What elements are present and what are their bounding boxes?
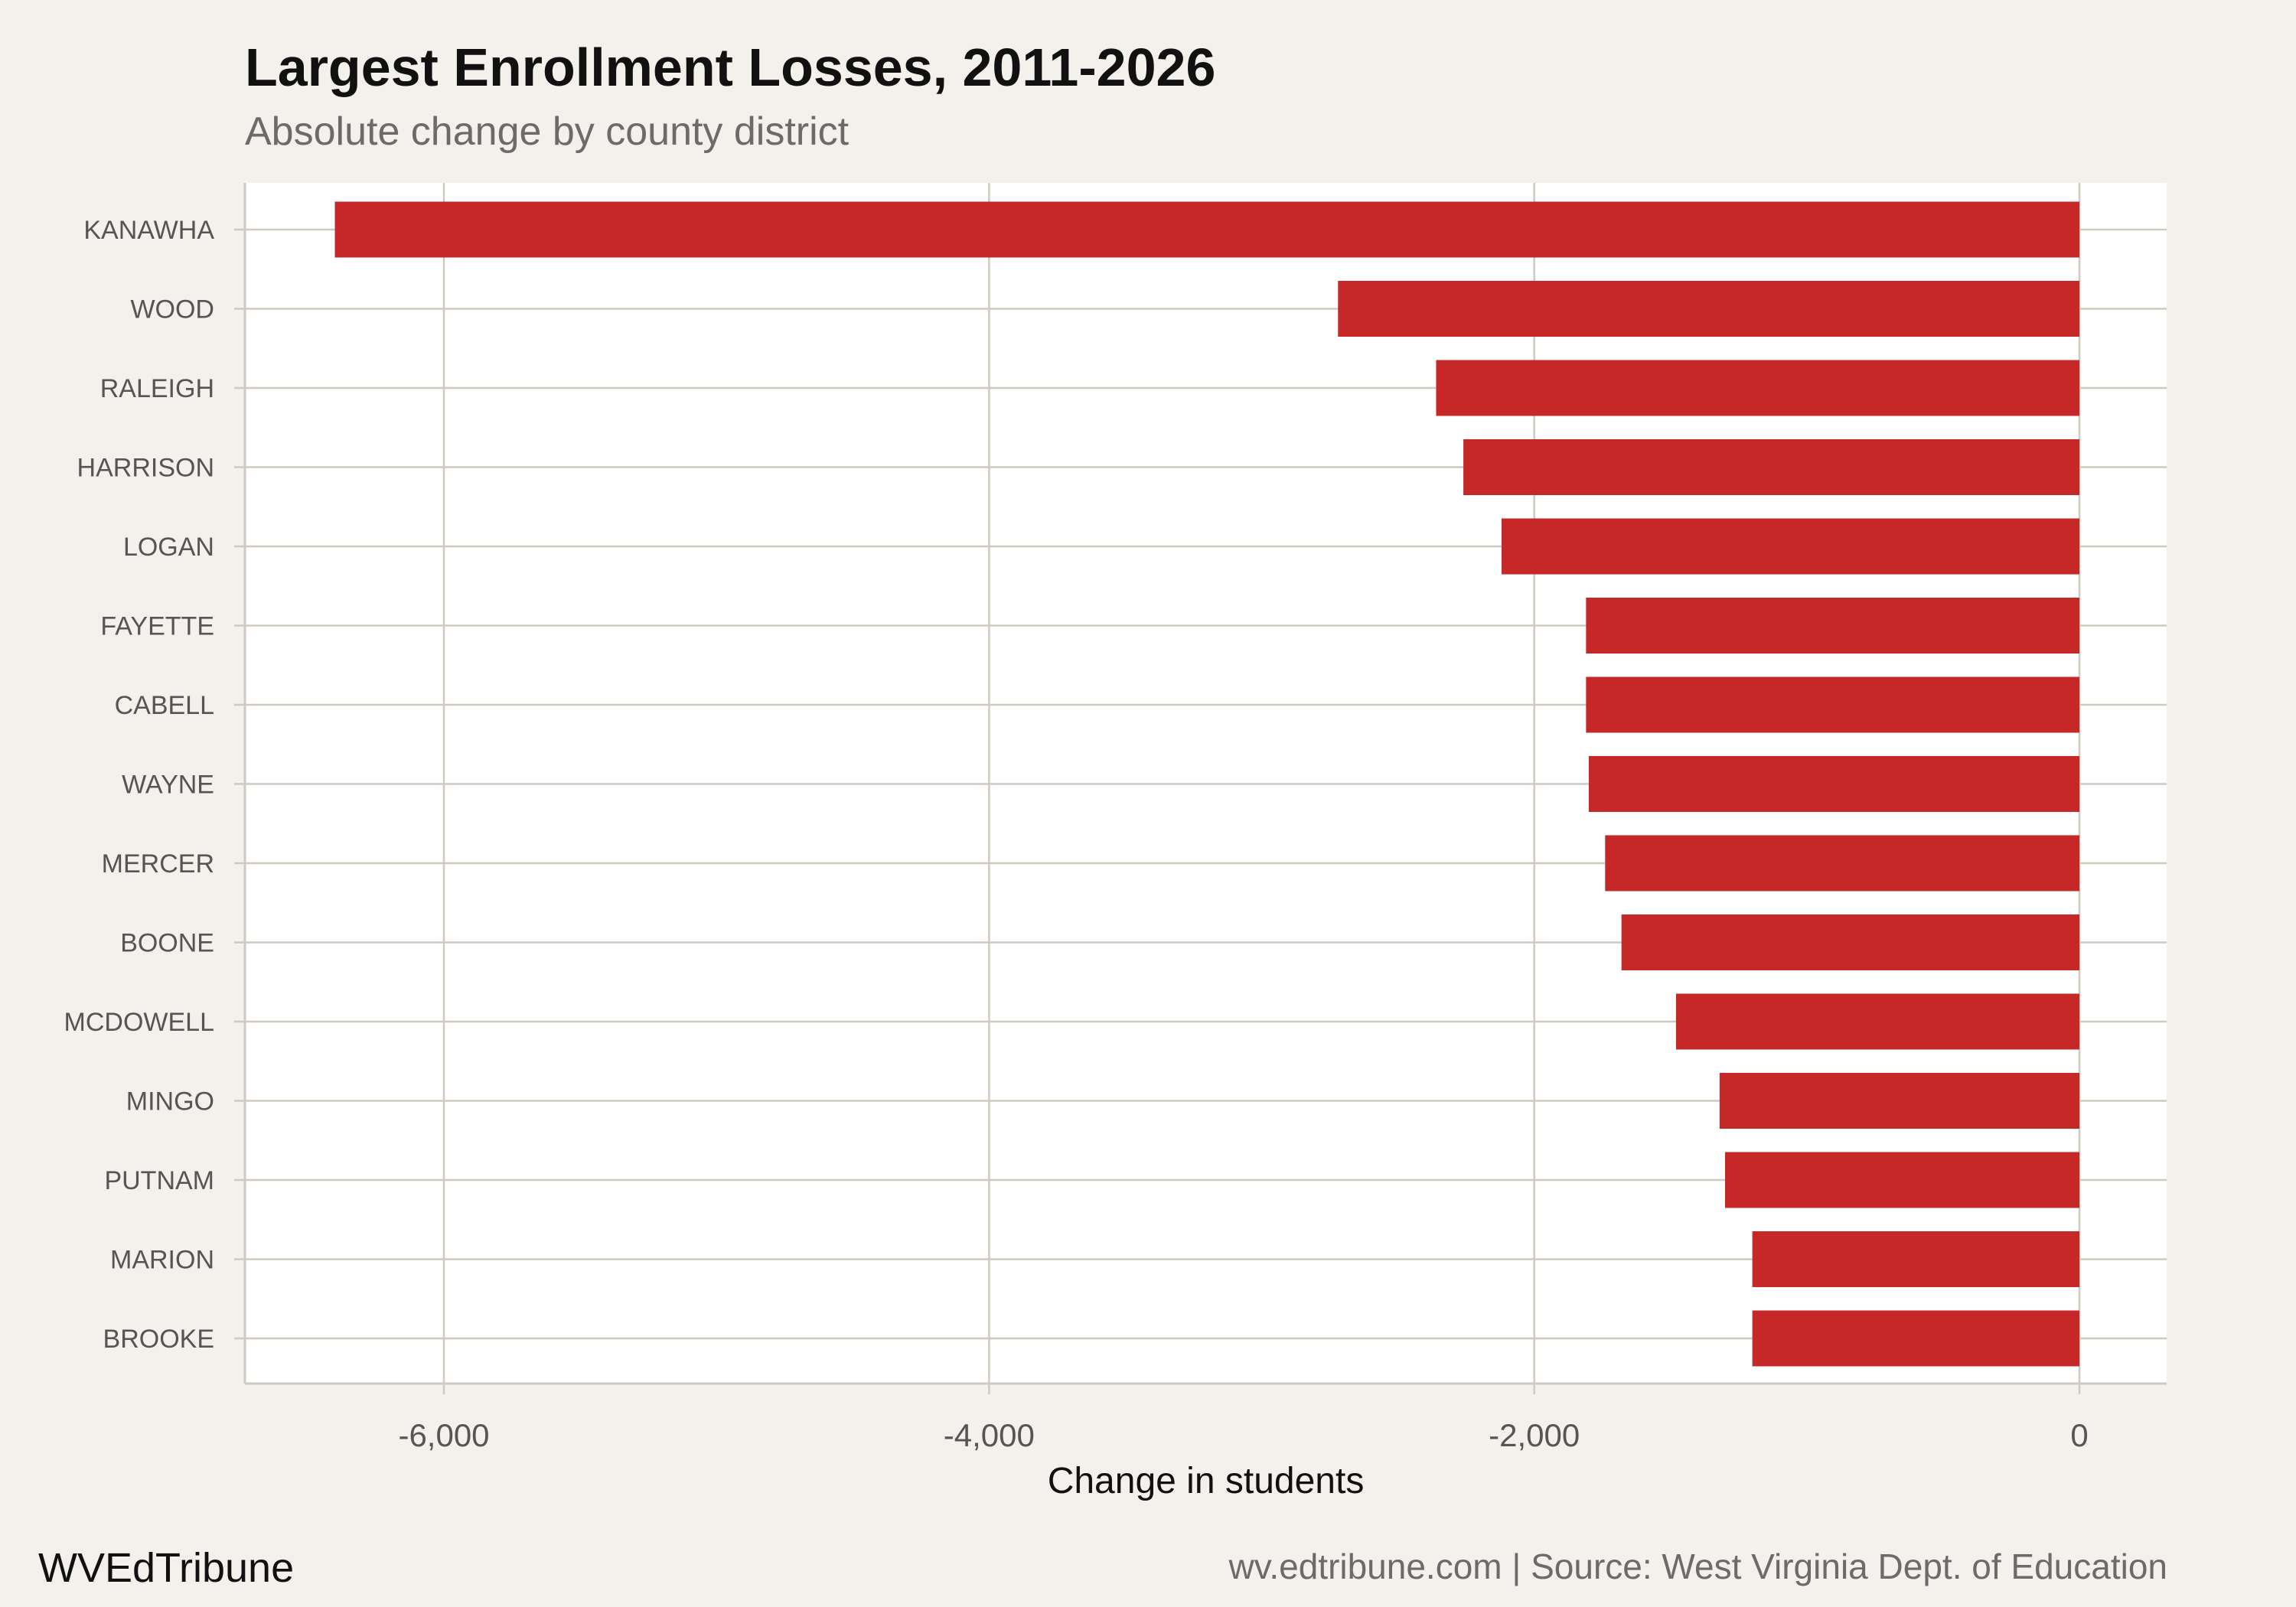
y-tick-label: WOOD [130,295,214,324]
y-tick-label: BOONE [120,929,214,958]
x-axis-title: Change in students [1048,1461,1365,1501]
y-tick-label: MERCER [102,849,214,878]
y-tick-label: RALEIGH [100,374,214,403]
bar-raleigh [1436,360,2080,416]
bar-mingo [1719,1073,2080,1129]
chart-title: Largest Enrollment Losses, 2011-2026 [245,37,1216,97]
brand-logo-text: WVEdTribune [38,1545,295,1591]
y-tick-label: MCDOWELL [64,1008,214,1037]
bar-boone [1621,914,2080,970]
bar-kanawha [334,201,2080,258]
y-tick-label: BROOKE [103,1325,214,1354]
x-tick-label: -2,000 [1489,1417,1580,1453]
y-tick-label: KANAWHA [83,216,214,245]
bar-wood [1338,281,2080,337]
source-note: wv.edtribune.com | Source: West Virginia… [1228,1547,2167,1586]
x-tick-label: 0 [2070,1417,2088,1453]
bar-brooke [1752,1310,2080,1367]
chart-subtitle: Absolute change by county district [245,109,850,154]
y-tick-label: LOGAN [123,533,214,562]
bar-mercer [1605,835,2080,892]
y-tick-label: MINGO [126,1087,214,1116]
bar-wayne [1588,756,2080,812]
y-tick-label: WAYNE [122,771,214,800]
bar-harrison [1463,439,2080,495]
y-tick-label: CABELL [115,691,214,720]
bar-putnam [1725,1152,2080,1208]
bar-mcdowell [1675,993,2080,1050]
bar-logan [1501,518,2080,575]
y-tick-label: HARRISON [77,454,214,483]
bar-marion [1752,1231,2080,1287]
y-tick-label: MARION [110,1246,214,1275]
y-tick-label: FAYETTE [100,612,214,641]
y-tick-label: PUTNAM [104,1166,214,1195]
bar-cabell [1586,676,2080,733]
bar-fayette [1586,598,2080,654]
x-tick-label: -6,000 [398,1417,489,1453]
x-tick-label: -4,000 [944,1417,1035,1453]
